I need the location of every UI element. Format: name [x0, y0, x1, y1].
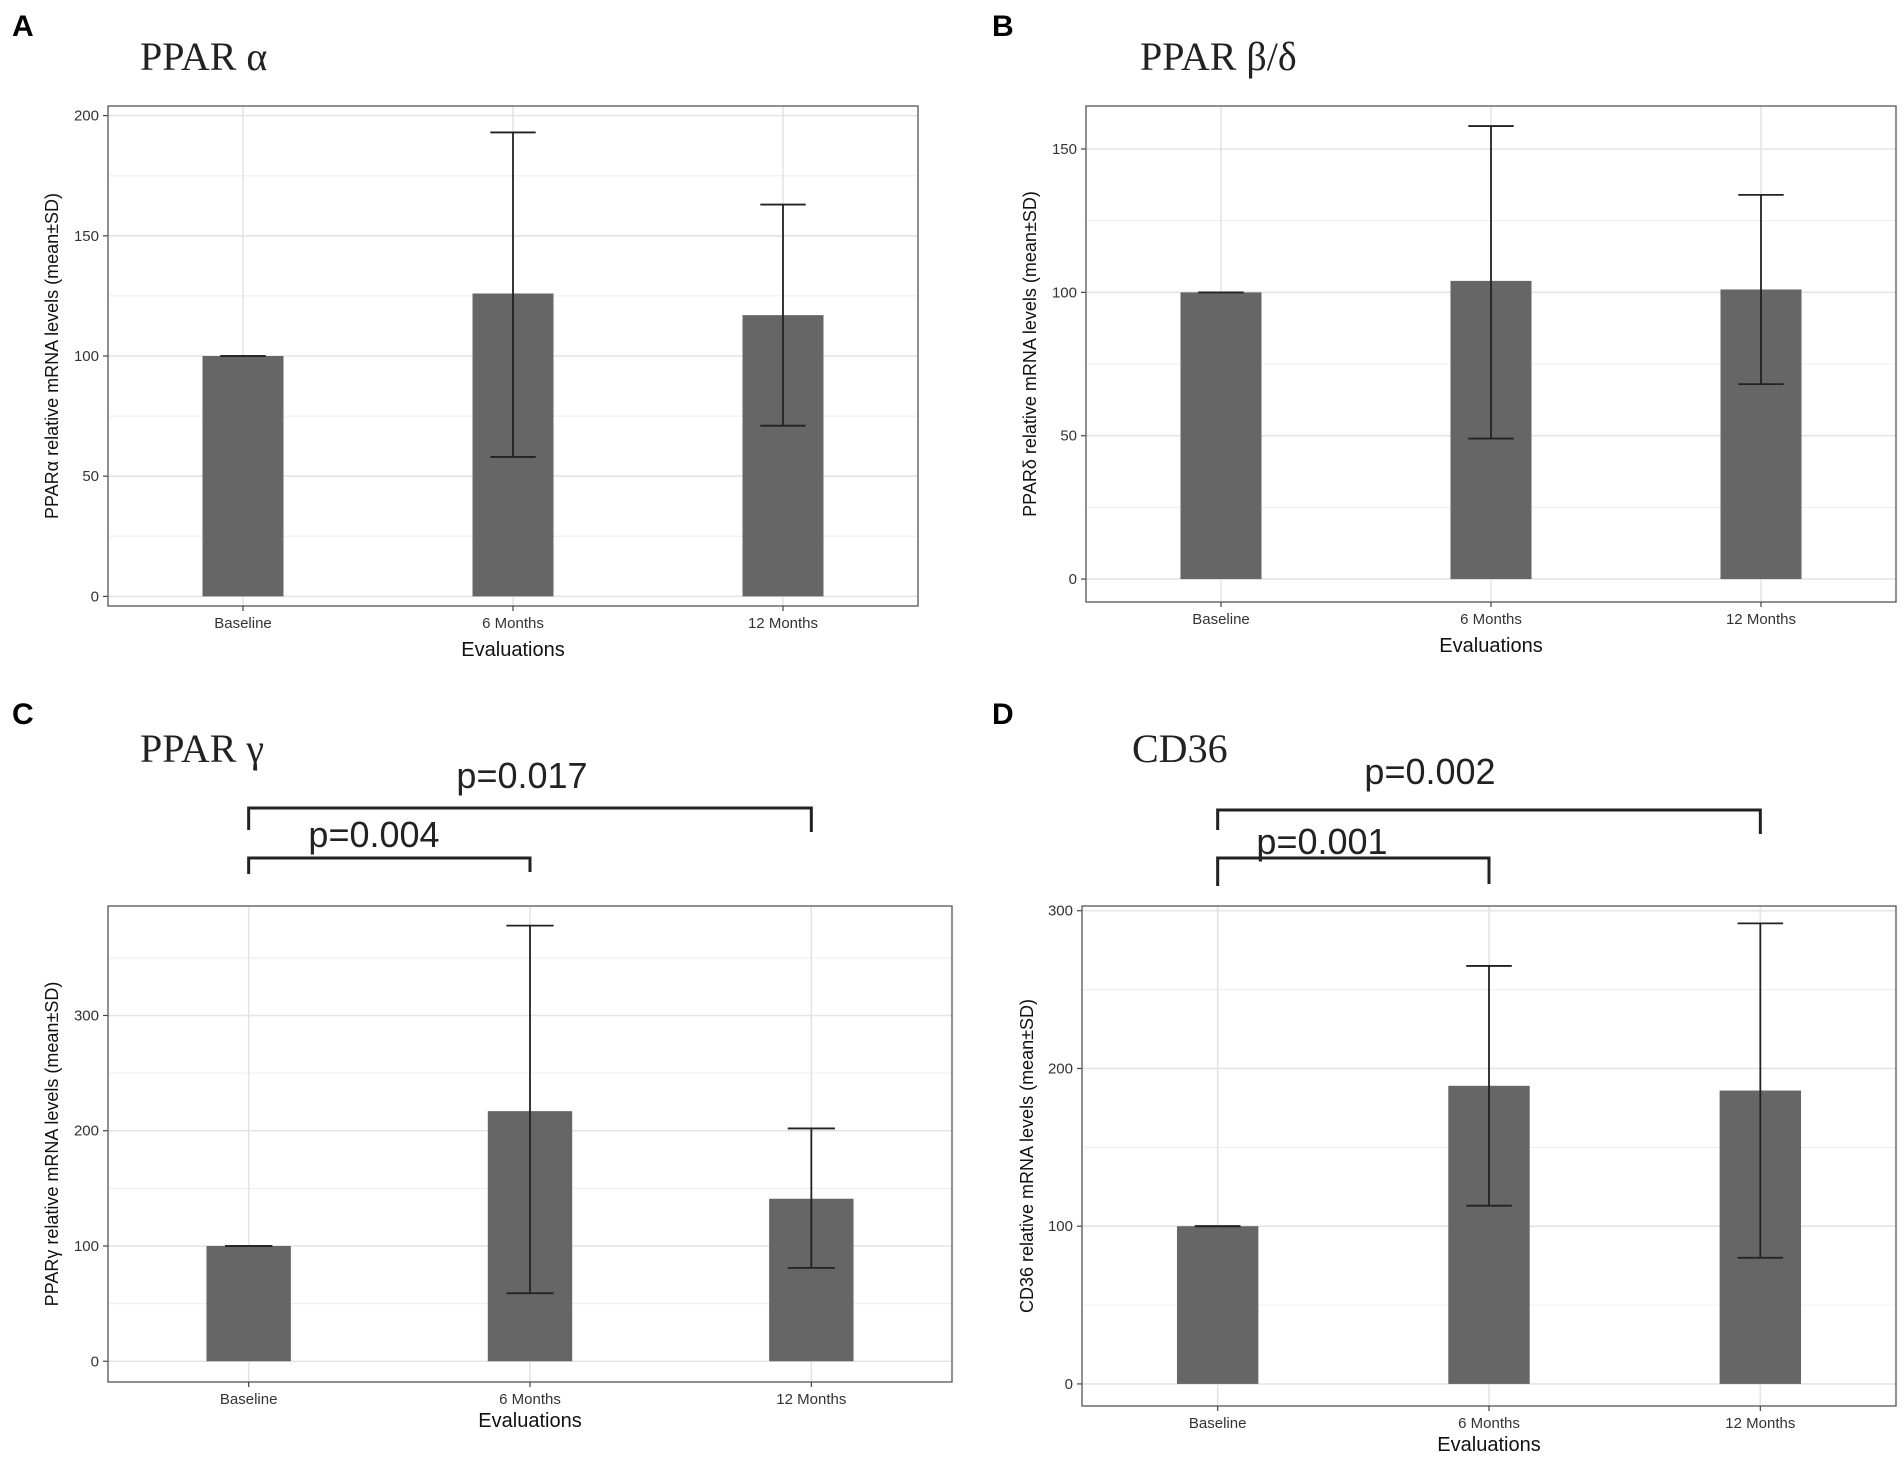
x-tick-label: Baseline: [214, 615, 272, 632]
y-axis-label: CD36 relative mRNA levels (mean±SD): [1017, 999, 1037, 1313]
y-tick-label: 50: [82, 468, 99, 485]
chart-panel-c: C PPAR γ 0 100 200 300 Baseline 6 Months 12 Mont…: [12, 698, 953, 1432]
y-tick-label: 300: [74, 1007, 99, 1024]
y-tick-label: 150: [74, 228, 99, 245]
bar-baseline: [1180, 292, 1262, 580]
bar-baseline: [206, 1246, 291, 1362]
y-tick-label: 300: [1048, 903, 1073, 920]
x-tick-label: 6 Months: [499, 1391, 561, 1408]
p-value-label: p=0.002: [1364, 751, 1495, 792]
chart-panel-d: D CD36 0 100 200 300 Baseline 6 Months 12 Months…: [992, 698, 1897, 1456]
y-tick-label: 0: [1065, 1376, 1073, 1393]
x-tick-label: 12 Months: [748, 615, 818, 632]
error-bar: [787, 1127, 835, 1269]
error-bar: [1468, 125, 1514, 440]
y-axis-label: PPARα relative mRNA levels (mean±SD): [42, 193, 62, 519]
x-tick-label: 6 Months: [1460, 611, 1522, 628]
y-tick-label: 0: [91, 588, 99, 605]
significance-bracket: p=0.017: [247, 755, 813, 832]
bar-baseline: [202, 356, 284, 597]
y-tick-label: 50: [1060, 428, 1077, 445]
x-tick-label: Baseline: [1189, 1415, 1247, 1432]
x-axis-label: Evaluations: [478, 1410, 581, 1432]
y-tick-label: 200: [74, 108, 99, 125]
x-tick-label: Baseline: [220, 1391, 278, 1408]
y-tick-label: 0: [91, 1353, 99, 1370]
bracket-line: [1216, 808, 1762, 834]
chart-title: CD36: [1132, 726, 1228, 771]
significance-bracket: p=0.001: [1216, 821, 1491, 886]
p-value-label: p=0.004: [308, 814, 439, 855]
y-tick-label: 200: [74, 1123, 99, 1140]
bar-baseline: [1176, 1226, 1259, 1384]
chart-title: PPAR α: [140, 34, 267, 79]
panel-letter: C: [12, 698, 34, 731]
y-tick-label: 100: [74, 1238, 99, 1255]
y-tick-label: 0: [1069, 571, 1077, 588]
chart-panel-b: B PPAR β/δ 0 50 100 150 Baseline 6 Months 12 Mon…: [992, 10, 1897, 657]
panel-letter: D: [992, 698, 1014, 731]
y-tick-label: 100: [1048, 1218, 1073, 1235]
y-tick-label: 100: [74, 348, 99, 365]
chart-panel-a: A PPAR α 0 50 100 150 200 Baseline 6 Months 12 Mo…: [12, 10, 919, 661]
x-axis-label: Evaluations: [1437, 1434, 1540, 1456]
x-tick-label: 6 Months: [1458, 1415, 1520, 1432]
chart-title: PPAR β/δ: [1140, 34, 1297, 79]
y-tick-label: 200: [1048, 1060, 1073, 1077]
bracket-line: [247, 856, 532, 874]
bracket-line: [247, 806, 813, 832]
x-axis-label: Evaluations: [1439, 635, 1542, 657]
x-tick-label: 12 Months: [1726, 611, 1796, 628]
p-value-label: p=0.017: [456, 755, 587, 796]
error-bar: [490, 131, 536, 458]
error-bar: [506, 924, 554, 1295]
error-bar: [1738, 193, 1784, 386]
y-tick-label: 150: [1052, 141, 1077, 158]
y-tick-label: 100: [1052, 284, 1077, 301]
significance-bracket: p=0.002: [1216, 751, 1762, 834]
panel-letter: A: [12, 10, 34, 43]
x-tick-label: 6 Months: [482, 615, 544, 632]
x-tick-label: 12 Months: [1725, 1415, 1795, 1432]
panel-letter: B: [992, 10, 1014, 43]
x-axis-label: Evaluations: [461, 639, 564, 661]
x-tick-label: 12 Months: [776, 1391, 846, 1408]
chart-title: PPAR γ: [140, 726, 264, 771]
error-bar: [1737, 922, 1784, 1259]
bracket-line: [1216, 856, 1491, 886]
y-axis-label: PPARδ relative mRNA levels (mean±SD): [1020, 191, 1040, 517]
significance-bracket: p=0.004: [247, 814, 532, 874]
error-bar: [1466, 965, 1512, 1207]
x-tick-label: Baseline: [1192, 611, 1250, 628]
p-value-label: p=0.001: [1256, 821, 1387, 862]
y-axis-label: PPARγ relative mRNA levels (mean±SD): [42, 982, 62, 1307]
error-bar: [760, 203, 806, 427]
